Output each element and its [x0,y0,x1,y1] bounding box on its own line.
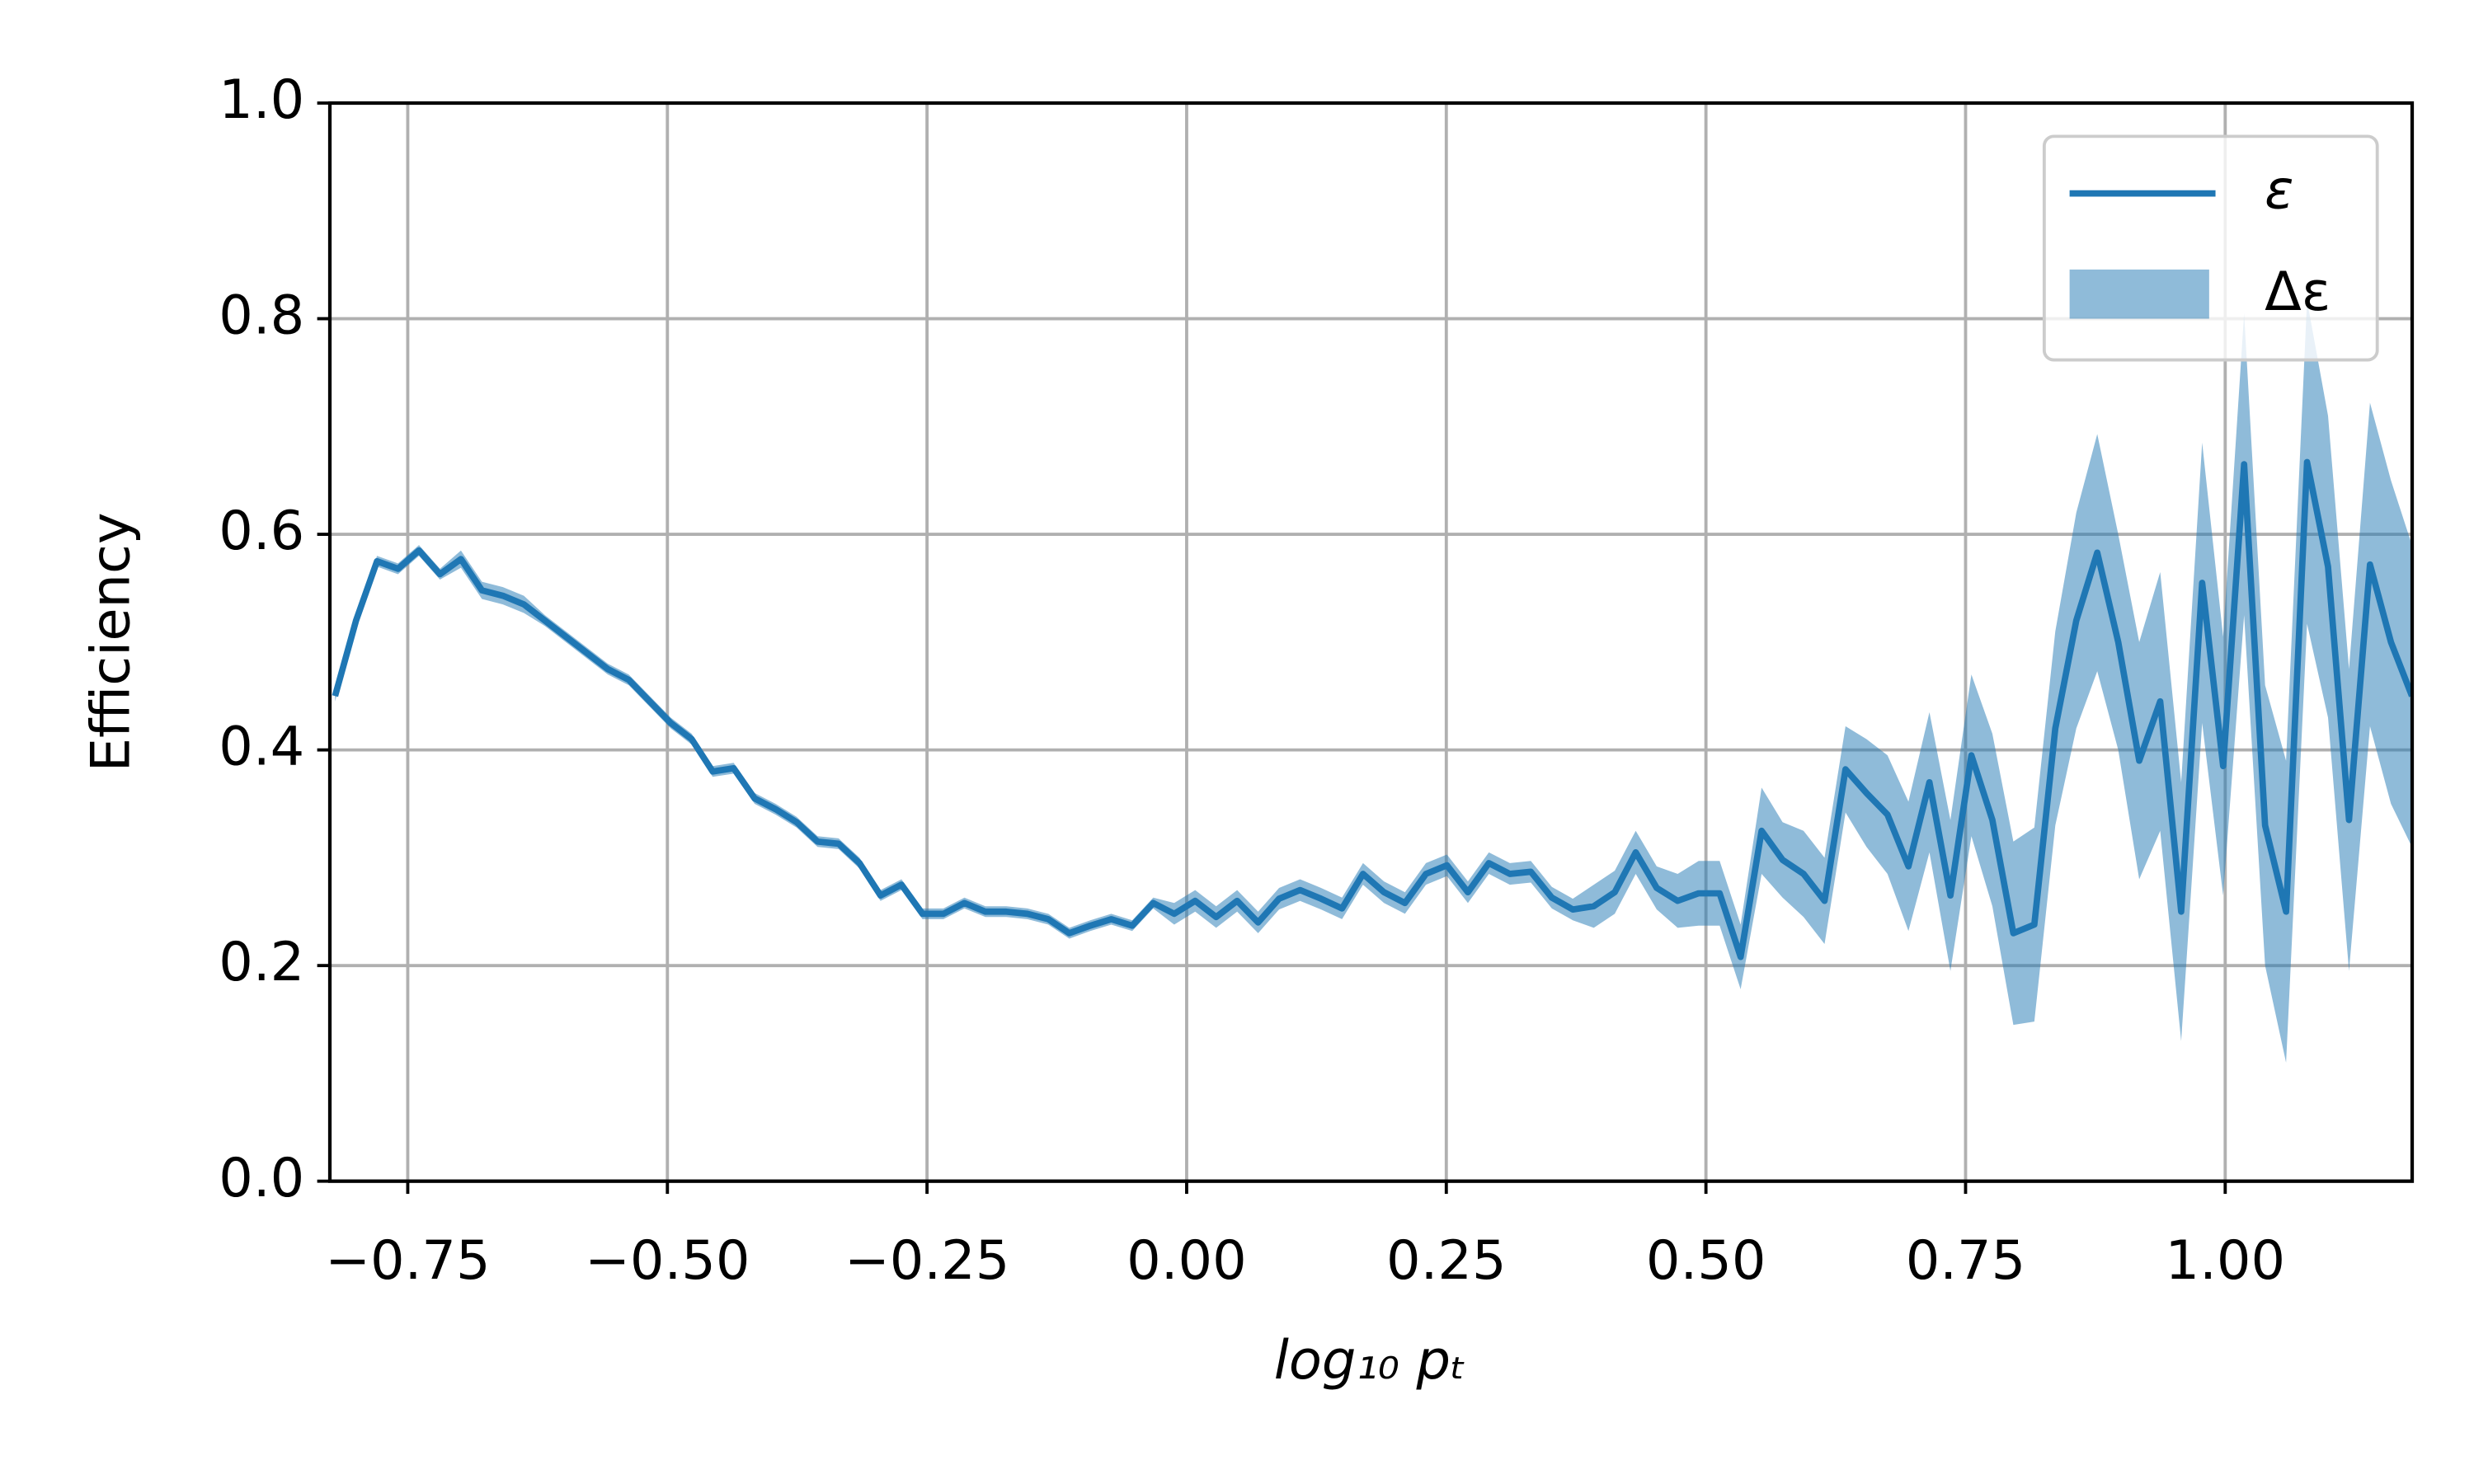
x-tick-label: −0.75 [325,1229,490,1292]
y-tick-label: 0.0 [219,1147,304,1209]
y-axis-label: Efficiency [80,512,143,772]
error-band [335,300,2412,1063]
y-tick-label: 0.2 [219,931,304,993]
legend-box [2042,134,2379,362]
x-tick-label: −0.25 [844,1229,1009,1292]
x-tick-label: 0.25 [1386,1229,1507,1292]
ticks: −0.75 −0.50 −0.25 0.00 0.25 0.50 0.75 1.00 0.0 0.… [219,68,2285,1292]
y-tick-label: 1.0 [219,68,304,131]
line [332,458,2412,960]
legend-label: Δε [2265,261,2331,323]
y-tick-label: 0.6 [219,500,304,562]
y-tick-label: 0.4 [219,716,304,778]
legend: ε Δε [2042,134,2379,362]
x-axis-label: log₁₀ pₜ [1274,1329,1467,1392]
axes-frame [327,101,2415,1183]
legend-patch [2069,269,2209,319]
x-tick-label: 1.00 [2166,1229,2286,1292]
x-tick-label: 0.50 [1646,1229,1766,1292]
legend-label: ε [2265,159,2293,222]
plot-area [332,300,2412,1063]
x-tick-label: −0.50 [585,1229,750,1292]
x-tick-label: 0.75 [1906,1229,2026,1292]
y-tick-label: 0.8 [219,284,304,347]
x-tick-label: 0.00 [1126,1229,1247,1292]
